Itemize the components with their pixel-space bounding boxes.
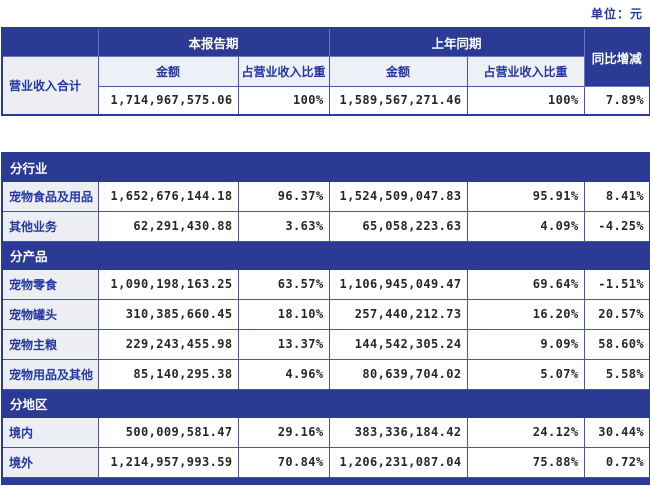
current-share-cell: 4.96%	[237, 358, 330, 390]
yoy-cell: 8.41%	[583, 180, 650, 212]
current-share-cell: 18.10%	[237, 298, 330, 330]
yoy-cell: 30.44%	[583, 416, 650, 448]
section-title-region: 分地区	[1, 388, 650, 418]
table-row: 境外 1,214,957,993.59 70.84% 1,206,231,087…	[1, 446, 650, 478]
current-amount-cell: 310,385,660.45	[97, 298, 239, 330]
row-label: 境外	[1, 446, 99, 478]
header-current-period: 本报告期	[97, 27, 330, 57]
prior-amount-cell: 1,106,945,049.47	[328, 268, 468, 300]
total-yoy: 7.89%	[583, 85, 650, 116]
current-share-cell: 70.84%	[237, 446, 330, 478]
current-share-cell: 96.37%	[237, 180, 330, 212]
table-row: 宠物食品及用品 1,652,676,144.18 96.37% 1,524,50…	[1, 180, 650, 212]
current-amount-cell: 500,009,581.47	[97, 416, 239, 448]
prior-amount-cell: 144,542,305.24	[328, 328, 468, 360]
current-amount-cell: 62,291,430.88	[97, 210, 239, 242]
prior-share-cell: 75.88%	[466, 446, 585, 478]
row-label: 宠物罐头	[1, 298, 99, 330]
prior-amount-cell: 257,440,212.73	[328, 298, 468, 330]
table-row: 宠物罐头 310,385,660.45 18.10% 257,440,212.7…	[1, 298, 650, 330]
current-share-cell: 29.16%	[237, 416, 330, 448]
subheader-current-amount: 金额	[97, 55, 239, 87]
breakdown-table: 分行业 宠物食品及用品 1,652,676,144.18 96.37% 1,52…	[1, 152, 650, 485]
bottom-blue-strip	[1, 476, 650, 485]
table-gap	[0, 116, 650, 152]
yoy-cell: 58.60%	[583, 328, 650, 360]
current-share-cell: 3.63%	[237, 210, 330, 242]
prior-amount-cell: 65,058,223.63	[328, 210, 468, 242]
row-label: 宠物食品及用品	[1, 180, 99, 212]
yoy-cell: -4.25%	[583, 210, 650, 242]
current-amount-cell: 85,140,295.38	[97, 358, 239, 390]
section-title-product: 分产品	[1, 240, 650, 270]
total-current-amount: 1,714,967,575.06	[97, 85, 239, 116]
prior-amount-cell: 1,524,509,047.83	[328, 180, 468, 212]
unit-label: 单位：元	[590, 7, 643, 21]
header-yoy-change: 同比增减	[583, 27, 650, 87]
row-label: 境内	[1, 416, 99, 448]
subheader-prior-share: 占营业收入比重	[466, 55, 585, 87]
total-revenue-label: 营业收入合计	[1, 55, 99, 116]
prior-amount-cell: 1,206,231,087.04	[328, 446, 468, 478]
prior-amount-cell: 80,639,704.02	[328, 358, 468, 390]
prior-share-cell: 16.20%	[466, 298, 585, 330]
header-empty-cell	[1, 27, 99, 57]
current-amount-cell: 1,652,676,144.18	[97, 180, 239, 212]
table-row: 宠物主粮 229,243,455.98 13.37% 144,542,305.2…	[1, 328, 650, 360]
row-label: 其他业务	[1, 210, 99, 242]
section-title-industry: 分行业	[1, 152, 650, 182]
unit-row: 单位：元	[0, 0, 650, 27]
current-share-cell: 63.57%	[237, 268, 330, 300]
current-amount-cell: 229,243,455.98	[97, 328, 239, 360]
row-label: 宠物零食	[1, 268, 99, 300]
prior-amount-cell: 383,336,184.42	[328, 416, 468, 448]
yoy-cell: -1.51%	[583, 268, 650, 300]
yoy-cell: 0.72%	[583, 446, 650, 478]
prior-share-cell: 69.64%	[466, 268, 585, 300]
table-row: 其他业务 62,291,430.88 3.63% 65,058,223.63 4…	[1, 210, 650, 242]
yoy-cell: 20.57%	[583, 298, 650, 330]
current-share-cell: 13.37%	[237, 328, 330, 360]
prior-share-cell: 95.91%	[466, 180, 585, 212]
prior-share-cell: 9.09%	[466, 328, 585, 360]
header-prior-period: 上年同期	[328, 27, 585, 57]
total-current-share: 100%	[237, 85, 330, 116]
prior-share-cell: 5.07%	[466, 358, 585, 390]
yoy-cell: 5.58%	[583, 358, 650, 390]
subheader-current-share: 占营业收入比重	[237, 55, 330, 87]
row-label: 宠物主粮	[1, 328, 99, 360]
current-amount-cell: 1,090,198,163.25	[97, 268, 239, 300]
total-prior-amount: 1,589,567,271.46	[328, 85, 468, 116]
total-prior-share: 100%	[466, 85, 585, 116]
table-row: 宠物零食 1,090,198,163.25 63.57% 1,106,945,0…	[1, 268, 650, 300]
prior-share-cell: 24.12%	[466, 416, 585, 448]
subheader-prior-amount: 金额	[328, 55, 468, 87]
summary-table: 本报告期 上年同期 同比增减 营业收入合计 金额 占营业收入比重 金额 占营业收…	[1, 27, 650, 116]
table-row: 境内 500,009,581.47 29.16% 383,336,184.42 …	[1, 416, 650, 448]
table-row: 宠物用品及其他 85,140,295.38 4.96% 80,639,704.0…	[1, 358, 650, 390]
row-label: 宠物用品及其他	[1, 358, 99, 390]
current-amount-cell: 1,214,957,993.59	[97, 446, 239, 478]
prior-share-cell: 4.09%	[466, 210, 585, 242]
